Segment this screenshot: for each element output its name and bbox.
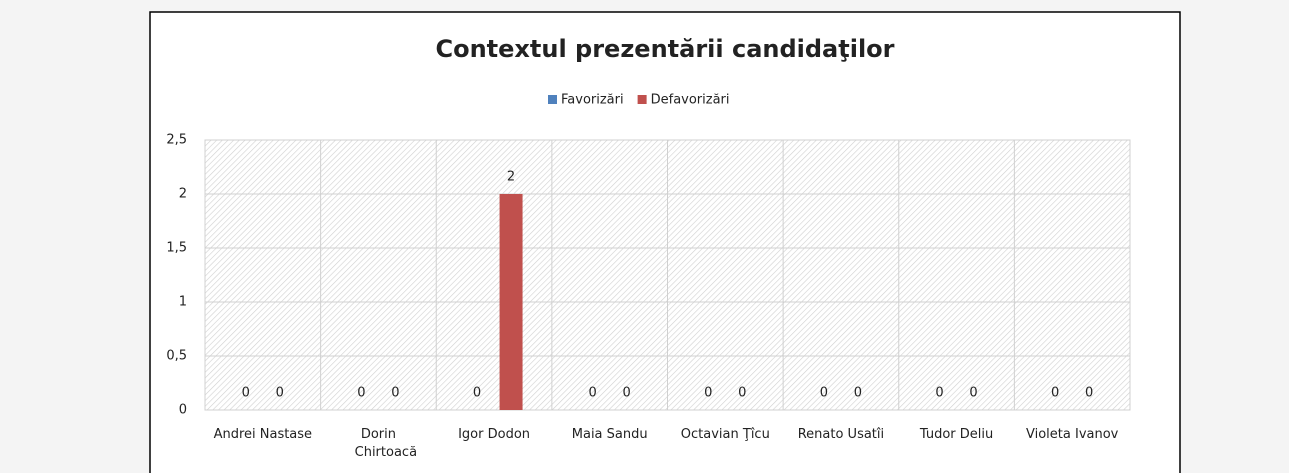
x-tick-label: Dorin Chirtoacă [354,427,418,460]
x-tick-label: Maia Sandu [571,427,648,442]
x-tick-label: Tudor Deliu [919,427,994,442]
data-label: 0 [473,386,481,401]
x-label-box: Violeta Ivanov [1026,427,1119,442]
data-label: 0 [738,386,746,401]
x-label-box: Maia Sandu [571,427,648,442]
y-tick-label: 0,5 [166,349,187,364]
y-tick-label: 2 [179,187,187,202]
x-label-box: Octavian Ţîcu [680,427,770,442]
data-label: 2 [507,170,515,185]
bar [499,194,523,410]
x-label-box: Tudor Deliu [919,427,994,442]
data-label: 0 [357,386,365,401]
x-tick-label: Renato Usatîi [797,427,885,442]
legend-label: Favorizări [561,93,624,108]
x-tick-label: Violeta Ivanov [1026,427,1119,442]
x-tick-label: Andrei Nastase [213,427,313,442]
y-tick-label: 1,5 [166,241,187,256]
x-tick-label: Igor Dodon [458,427,531,442]
data-label: 0 [589,386,597,401]
x-label-box: Renato Usatîi [797,427,885,442]
data-label: 0 [969,386,977,401]
x-label-box: Andrei Nastase [213,427,313,442]
data-label: 0 [854,386,862,401]
y-tick-label: 0 [179,403,187,418]
x-tick-label: Octavian Ţîcu [680,427,770,442]
data-label: 0 [1051,386,1059,401]
data-label: 0 [1085,386,1093,401]
x-label-box: Dorin Chirtoacă [354,427,418,460]
data-label: 0 [242,386,250,401]
data-label: 0 [704,386,712,401]
y-tick-label: 1 [179,295,187,310]
data-label: 0 [935,386,943,401]
data-label: 0 [391,386,399,401]
data-label: 0 [623,386,631,401]
legend-label: Defavorizări [651,93,730,108]
data-label: 0 [276,386,284,401]
x-label-box: Igor Dodon [458,427,531,442]
y-tick-label: 2,5 [166,133,187,148]
legend-swatch [548,95,557,104]
chart-title: Contextul prezentării candidaţilor [435,35,894,63]
legend-swatch [637,95,647,104]
data-label: 0 [820,386,828,401]
